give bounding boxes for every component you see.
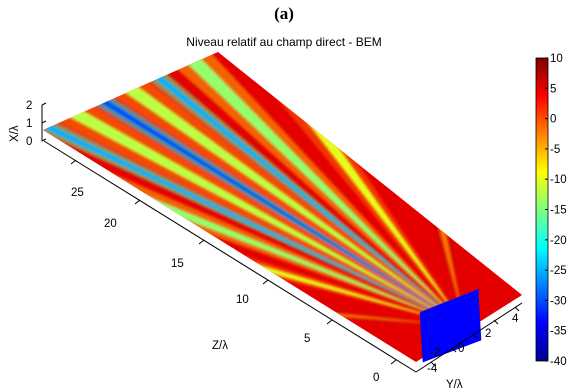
colorbar-tick-6: -20 xyxy=(550,235,567,247)
y-tick-2: 10 xyxy=(236,294,249,306)
x-axis-line xyxy=(415,302,523,373)
heatmap-lobe-4 xyxy=(43,52,466,327)
y-tick-1: 5 xyxy=(304,333,310,345)
heatmap-lobe-1 xyxy=(43,52,466,327)
x-axis-label: Y/λ xyxy=(446,379,463,391)
y-tick-5: 25 xyxy=(71,187,84,199)
y-tick-mark-5 xyxy=(70,159,77,165)
heatmap-lobe-6 xyxy=(43,52,466,327)
panel-label: (a) xyxy=(274,4,294,23)
y-tick-mark-4 xyxy=(134,199,141,205)
y-tick-mark-2 xyxy=(262,279,269,285)
x-tick-mark-1 xyxy=(451,347,457,353)
heatmap-lobe-5 xyxy=(43,52,466,327)
x-tick-mark-2 xyxy=(472,333,478,339)
y-tick-0: 0 xyxy=(373,372,379,384)
y-tick-4: 20 xyxy=(104,218,117,230)
z-tick-2: 2 xyxy=(26,100,32,112)
heatmap-lobe-halo-6 xyxy=(43,52,466,327)
heatmap-lobes xyxy=(43,52,466,327)
colorbar-tick-3: -5 xyxy=(550,144,560,156)
x-tick-4: 4 xyxy=(512,313,519,325)
y-tick-mark-1 xyxy=(326,319,333,325)
y-tick-mark-0 xyxy=(390,359,397,365)
colorbar-tick-8: -30 xyxy=(550,295,567,307)
colorbar-tick-9: -35 xyxy=(550,326,567,338)
x-tick-3: 2 xyxy=(485,328,491,340)
x-tick-mark-0 xyxy=(430,361,436,367)
z-axis: 0 1 2 X/λ xyxy=(9,100,47,148)
z-tick-mark-2 xyxy=(41,102,47,106)
z-tick-1: 1 xyxy=(26,118,32,130)
y-tick-3: 15 xyxy=(171,258,184,270)
z-tick-mark-1 xyxy=(41,120,47,124)
heatmap-lobe-halo-7 xyxy=(43,52,466,327)
y-axis: 0 5 10 15 20 25 Z/λ xyxy=(43,140,417,384)
colorbar-tick-7: -25 xyxy=(550,265,567,277)
heatmap-lobe-halo-5 xyxy=(43,52,466,327)
colorbar-tick-2: 0 xyxy=(550,114,556,126)
y-tick-mark-3 xyxy=(198,239,205,245)
x-tick-1: -2 xyxy=(430,347,440,359)
colorbar-tick-1: 5 xyxy=(550,83,556,95)
y-axis-line xyxy=(43,140,417,373)
colorbar-ticks: 10 5 0 -5 -10 -15 -20 -25 -30 -35 -40 xyxy=(545,53,567,368)
x-tick-0: -4 xyxy=(427,363,438,375)
colorbar: 10 5 0 -5 -10 -15 -20 -25 -30 -35 -40 xyxy=(535,53,567,368)
colorbar-tick-5: -15 xyxy=(550,205,567,217)
z-axis-label: X/λ xyxy=(9,125,21,142)
colorbar-tick-0: 10 xyxy=(550,53,563,65)
heatmap-lobe-7 xyxy=(43,52,466,327)
source-box xyxy=(419,289,482,363)
x-axis: -4 -2 0 2 4 Y/λ xyxy=(415,302,523,391)
x-tick-mark-3 xyxy=(493,319,499,325)
x-tick-mark-4 xyxy=(514,306,520,312)
colorbar-tick-4: -10 xyxy=(550,174,567,186)
z-tick-0: 0 xyxy=(26,136,32,148)
chart-title: Niveau relatif au champ direct - BEM xyxy=(186,35,382,49)
y-axis-label: Z/λ xyxy=(212,340,228,352)
z-tick-mark-0 xyxy=(41,138,47,142)
x-tick-2: 0 xyxy=(458,343,464,355)
source-box-face xyxy=(419,289,482,363)
colorbar-tick-10: -40 xyxy=(550,356,567,368)
